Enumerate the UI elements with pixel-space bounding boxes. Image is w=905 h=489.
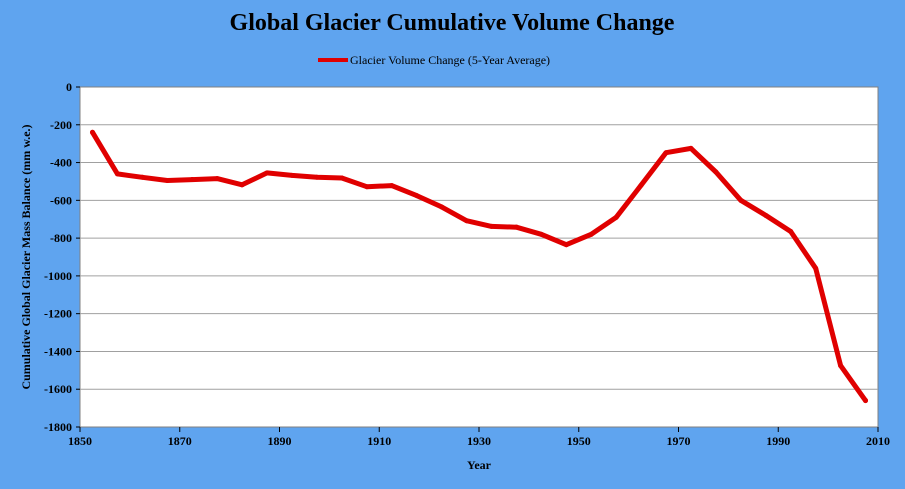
data-point bbox=[663, 150, 669, 156]
data-point bbox=[588, 231, 594, 237]
y-tick-label: -200 bbox=[50, 118, 72, 132]
data-point bbox=[613, 214, 619, 220]
chart-title: Global Glacier Cumulative Volume Change bbox=[230, 10, 675, 36]
data-point bbox=[713, 169, 719, 175]
y-tick-label: -800 bbox=[50, 231, 72, 245]
y-tick-label: -1400 bbox=[44, 344, 72, 358]
data-point bbox=[414, 193, 420, 199]
data-point bbox=[214, 176, 220, 182]
x-axis-title: Year bbox=[467, 458, 492, 472]
y-tick-label: -400 bbox=[50, 156, 72, 170]
data-point bbox=[389, 183, 395, 189]
data-point bbox=[863, 398, 869, 404]
y-tick-label: -1000 bbox=[44, 269, 72, 283]
data-point bbox=[289, 172, 295, 178]
data-point bbox=[264, 170, 270, 176]
data-point bbox=[464, 218, 470, 224]
data-point bbox=[638, 182, 644, 188]
data-point bbox=[763, 212, 769, 218]
x-tick-label: 2010 bbox=[866, 434, 890, 448]
y-tick-label: -600 bbox=[50, 193, 72, 207]
data-point bbox=[339, 175, 345, 181]
x-tick-label: 1950 bbox=[567, 434, 591, 448]
plot-area bbox=[79, 86, 879, 428]
x-axis-ticks: 1850 1870 1890 1910 1930 1950 1970 1990 2010 bbox=[68, 427, 890, 448]
data-point bbox=[538, 231, 544, 237]
data-point bbox=[738, 197, 744, 203]
y-tick-label: -1800 bbox=[44, 420, 72, 434]
x-tick-label: 1850 bbox=[68, 434, 92, 448]
data-point bbox=[488, 223, 494, 229]
y-tick-label: 0 bbox=[66, 80, 72, 94]
data-point bbox=[688, 145, 694, 151]
data-point bbox=[314, 174, 320, 180]
series-layer bbox=[89, 129, 869, 404]
y-tick-label: -1600 bbox=[44, 382, 72, 396]
data-point bbox=[813, 265, 819, 271]
x-tick-label: 1890 bbox=[268, 434, 292, 448]
data-point bbox=[439, 204, 445, 210]
series-line bbox=[90, 129, 868, 404]
data-point bbox=[364, 184, 370, 190]
data-point bbox=[239, 182, 245, 188]
data-point bbox=[189, 177, 195, 183]
x-tick-label: 1910 bbox=[367, 434, 391, 448]
legend-label: Glacier Volume Change (5-Year Average) bbox=[350, 53, 550, 67]
x-tick-label: 1870 bbox=[168, 434, 192, 448]
gridlines bbox=[80, 124, 878, 390]
y-tick-label: -1200 bbox=[44, 307, 72, 321]
x-tick-label: 1990 bbox=[766, 434, 790, 448]
x-tick-label: 1970 bbox=[667, 434, 691, 448]
y-axis-ticks: 0 -200 -400 -600 -800 -1000 -1200 -1400 -1600 -18… bbox=[44, 80, 80, 434]
data-point bbox=[114, 171, 120, 177]
x-tick-label: 1930 bbox=[467, 434, 491, 448]
data-point bbox=[164, 178, 170, 183]
data-point bbox=[563, 242, 569, 248]
data-point bbox=[89, 129, 95, 135]
data-point bbox=[788, 229, 794, 234]
y-axis-title: Cumulative Global Glacier Mass Balance (… bbox=[19, 124, 33, 389]
legend: Glacier Volume Change (5-Year Average) bbox=[318, 53, 550, 67]
data-point bbox=[139, 174, 145, 180]
data-point bbox=[838, 363, 844, 369]
data-point bbox=[513, 224, 519, 230]
